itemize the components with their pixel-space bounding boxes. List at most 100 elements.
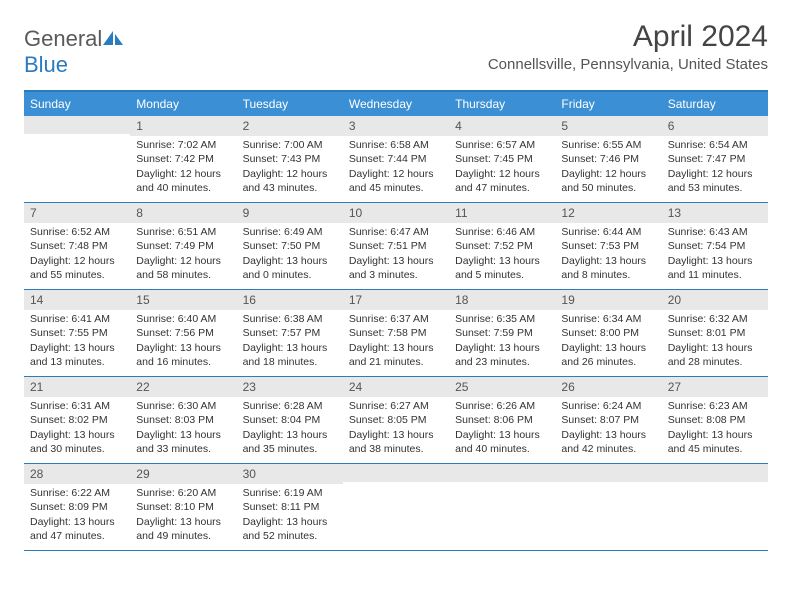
day-number xyxy=(449,464,555,482)
sunset-text: Sunset: 7:49 PM xyxy=(136,239,230,253)
day-body: Sunrise: 7:02 AMSunset: 7:42 PMDaylight:… xyxy=(130,136,236,199)
calendar-day: 10Sunrise: 6:47 AMSunset: 7:51 PMDayligh… xyxy=(343,203,449,289)
sunset-text: Sunset: 8:00 PM xyxy=(561,326,655,340)
day-body: Sunrise: 6:40 AMSunset: 7:56 PMDaylight:… xyxy=(130,310,236,373)
day-body: Sunrise: 6:28 AMSunset: 8:04 PMDaylight:… xyxy=(237,397,343,460)
daylight-text: Daylight: 13 hours and 49 minutes. xyxy=(136,515,230,543)
sunset-text: Sunset: 8:04 PM xyxy=(243,413,337,427)
daylight-text: Daylight: 13 hours and 35 minutes. xyxy=(243,428,337,456)
sunrise-text: Sunrise: 6:20 AM xyxy=(136,486,230,500)
sunrise-text: Sunrise: 6:40 AM xyxy=(136,312,230,326)
day-number xyxy=(24,116,130,134)
calendar-day: 7Sunrise: 6:52 AMSunset: 7:48 PMDaylight… xyxy=(24,203,130,289)
sunrise-text: Sunrise: 6:44 AM xyxy=(561,225,655,239)
calendar-day: 22Sunrise: 6:30 AMSunset: 8:03 PMDayligh… xyxy=(130,377,236,463)
day-number: 14 xyxy=(24,290,130,310)
sunrise-text: Sunrise: 6:27 AM xyxy=(349,399,443,413)
sunrise-text: Sunrise: 6:52 AM xyxy=(30,225,124,239)
weekday-header: Saturday xyxy=(662,92,768,116)
sunrise-text: Sunrise: 6:46 AM xyxy=(455,225,549,239)
calendar-day: 5Sunrise: 6:55 AMSunset: 7:46 PMDaylight… xyxy=(555,116,661,202)
calendar-day: 3Sunrise: 6:58 AMSunset: 7:44 PMDaylight… xyxy=(343,116,449,202)
daylight-text: Daylight: 13 hours and 13 minutes. xyxy=(30,341,124,369)
sunrise-text: Sunrise: 6:23 AM xyxy=(668,399,762,413)
daylight-text: Daylight: 13 hours and 45 minutes. xyxy=(668,428,762,456)
day-number: 5 xyxy=(555,116,661,136)
calendar-day: 4Sunrise: 6:57 AMSunset: 7:45 PMDaylight… xyxy=(449,116,555,202)
day-body: Sunrise: 6:22 AMSunset: 8:09 PMDaylight:… xyxy=(24,484,130,547)
calendar-day: 27Sunrise: 6:23 AMSunset: 8:08 PMDayligh… xyxy=(662,377,768,463)
weekday-header-row: SundayMondayTuesdayWednesdayThursdayFrid… xyxy=(24,92,768,116)
day-number: 16 xyxy=(237,290,343,310)
calendar-day: 15Sunrise: 6:40 AMSunset: 7:56 PMDayligh… xyxy=(130,290,236,376)
day-body: Sunrise: 6:38 AMSunset: 7:57 PMDaylight:… xyxy=(237,310,343,373)
day-body: Sunrise: 6:31 AMSunset: 8:02 PMDaylight:… xyxy=(24,397,130,460)
day-number: 13 xyxy=(662,203,768,223)
sunset-text: Sunset: 8:10 PM xyxy=(136,500,230,514)
sunrise-text: Sunrise: 6:24 AM xyxy=(561,399,655,413)
sunrise-text: Sunrise: 6:28 AM xyxy=(243,399,337,413)
day-number: 30 xyxy=(237,464,343,484)
sunset-text: Sunset: 7:45 PM xyxy=(455,152,549,166)
weekday-header: Friday xyxy=(555,92,661,116)
day-body: Sunrise: 6:32 AMSunset: 8:01 PMDaylight:… xyxy=(662,310,768,373)
location-text: Connellsville, Pennsylvania, United Stat… xyxy=(488,56,768,73)
day-number: 11 xyxy=(449,203,555,223)
sunrise-text: Sunrise: 6:58 AM xyxy=(349,138,443,152)
day-number: 4 xyxy=(449,116,555,136)
day-number: 21 xyxy=(24,377,130,397)
calendar-week: 1Sunrise: 7:02 AMSunset: 7:42 PMDaylight… xyxy=(24,116,768,203)
calendar-day: 11Sunrise: 6:46 AMSunset: 7:52 PMDayligh… xyxy=(449,203,555,289)
daylight-text: Daylight: 13 hours and 26 minutes. xyxy=(561,341,655,369)
day-body: Sunrise: 6:20 AMSunset: 8:10 PMDaylight:… xyxy=(130,484,236,547)
sunset-text: Sunset: 7:55 PM xyxy=(30,326,124,340)
calendar-day xyxy=(555,464,661,550)
day-number xyxy=(343,464,449,482)
day-number xyxy=(555,464,661,482)
calendar-day: 9Sunrise: 6:49 AMSunset: 7:50 PMDaylight… xyxy=(237,203,343,289)
daylight-text: Daylight: 13 hours and 38 minutes. xyxy=(349,428,443,456)
calendar-day: 24Sunrise: 6:27 AMSunset: 8:05 PMDayligh… xyxy=(343,377,449,463)
daylight-text: Daylight: 13 hours and 0 minutes. xyxy=(243,254,337,282)
calendar-day: 17Sunrise: 6:37 AMSunset: 7:58 PMDayligh… xyxy=(343,290,449,376)
sunset-text: Sunset: 7:54 PM xyxy=(668,239,762,253)
calendar-day: 12Sunrise: 6:44 AMSunset: 7:53 PMDayligh… xyxy=(555,203,661,289)
day-number: 15 xyxy=(130,290,236,310)
sunset-text: Sunset: 7:59 PM xyxy=(455,326,549,340)
calendar-day xyxy=(662,464,768,550)
brand-text: GeneralBlue xyxy=(24,26,124,78)
sunrise-text: Sunrise: 6:22 AM xyxy=(30,486,124,500)
sunset-text: Sunset: 7:57 PM xyxy=(243,326,337,340)
sunset-text: Sunset: 7:44 PM xyxy=(349,152,443,166)
day-number: 1 xyxy=(130,116,236,136)
day-number: 3 xyxy=(343,116,449,136)
day-body: Sunrise: 6:58 AMSunset: 7:44 PMDaylight:… xyxy=(343,136,449,199)
day-body: Sunrise: 6:19 AMSunset: 8:11 PMDaylight:… xyxy=(237,484,343,547)
daylight-text: Daylight: 13 hours and 23 minutes. xyxy=(455,341,549,369)
sunrise-text: Sunrise: 7:00 AM xyxy=(243,138,337,152)
sunrise-text: Sunrise: 6:30 AM xyxy=(136,399,230,413)
calendar-week: 28Sunrise: 6:22 AMSunset: 8:09 PMDayligh… xyxy=(24,464,768,551)
sunset-text: Sunset: 7:52 PM xyxy=(455,239,549,253)
calendar-day xyxy=(343,464,449,550)
day-number: 29 xyxy=(130,464,236,484)
sunset-text: Sunset: 7:51 PM xyxy=(349,239,443,253)
calendar-day: 20Sunrise: 6:32 AMSunset: 8:01 PMDayligh… xyxy=(662,290,768,376)
calendar-day xyxy=(24,116,130,202)
weekday-header: Thursday xyxy=(449,92,555,116)
daylight-text: Daylight: 13 hours and 33 minutes. xyxy=(136,428,230,456)
daylight-text: Daylight: 12 hours and 55 minutes. xyxy=(30,254,124,282)
day-number: 22 xyxy=(130,377,236,397)
day-number: 28 xyxy=(24,464,130,484)
sunrise-text: Sunrise: 6:34 AM xyxy=(561,312,655,326)
sunrise-text: Sunrise: 7:02 AM xyxy=(136,138,230,152)
sunrise-text: Sunrise: 6:54 AM xyxy=(668,138,762,152)
daylight-text: Daylight: 13 hours and 40 minutes. xyxy=(455,428,549,456)
brand-text-general: General xyxy=(24,26,102,51)
daylight-text: Daylight: 12 hours and 47 minutes. xyxy=(455,167,549,195)
day-number: 2 xyxy=(237,116,343,136)
day-body: Sunrise: 6:26 AMSunset: 8:06 PMDaylight:… xyxy=(449,397,555,460)
day-number: 12 xyxy=(555,203,661,223)
sunset-text: Sunset: 7:42 PM xyxy=(136,152,230,166)
sunset-text: Sunset: 7:50 PM xyxy=(243,239,337,253)
